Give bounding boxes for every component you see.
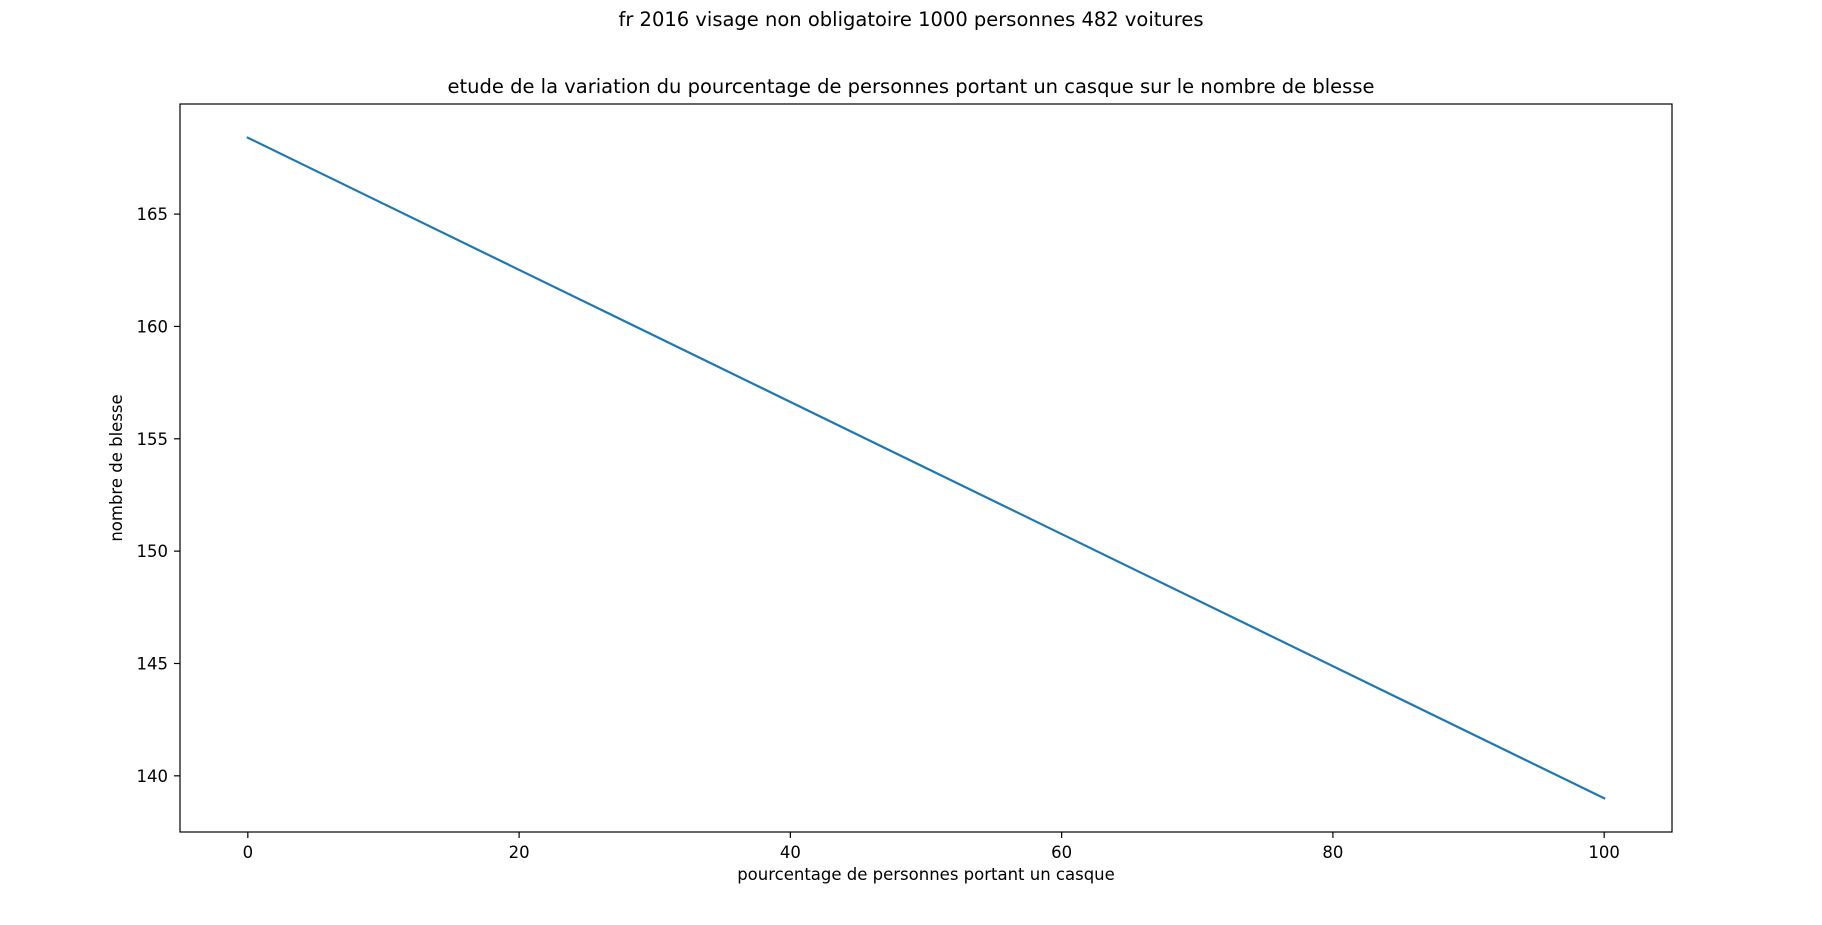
y-tick-label: 140 bbox=[137, 767, 169, 786]
plot-area-frame bbox=[179, 103, 1673, 833]
x-axis-ticks: 0 20 40 60 80 100 bbox=[243, 832, 1620, 862]
x-tick-label: 100 bbox=[1588, 843, 1620, 862]
y-axis-ticks: 140 145 150 155 160 165 bbox=[137, 205, 180, 786]
y-tick-label: 155 bbox=[137, 430, 169, 449]
series-line-0 bbox=[246, 136, 1606, 800]
chart-title: etude de la variation du pourcentage de … bbox=[448, 75, 1375, 98]
series-layer bbox=[246, 136, 1606, 800]
x-tick-label: 60 bbox=[1051, 843, 1072, 862]
y-tick-label: 150 bbox=[137, 542, 169, 561]
x-axis-label: pourcentage de personnes portant un casq… bbox=[737, 865, 1115, 884]
y-tick-label: 145 bbox=[137, 654, 169, 673]
x-tick-label: 20 bbox=[509, 843, 530, 862]
x-tick-label: 80 bbox=[1322, 843, 1343, 862]
figure-suptitle: fr 2016 visage non obligatoire 1000 pers… bbox=[618, 8, 1203, 31]
y-axis-label: nombre de blesse bbox=[107, 394, 126, 541]
x-tick-label: 0 bbox=[243, 843, 254, 862]
y-tick-label: 165 bbox=[137, 205, 169, 224]
y-tick-label: 160 bbox=[137, 317, 169, 336]
x-tick-label: 40 bbox=[780, 843, 801, 862]
